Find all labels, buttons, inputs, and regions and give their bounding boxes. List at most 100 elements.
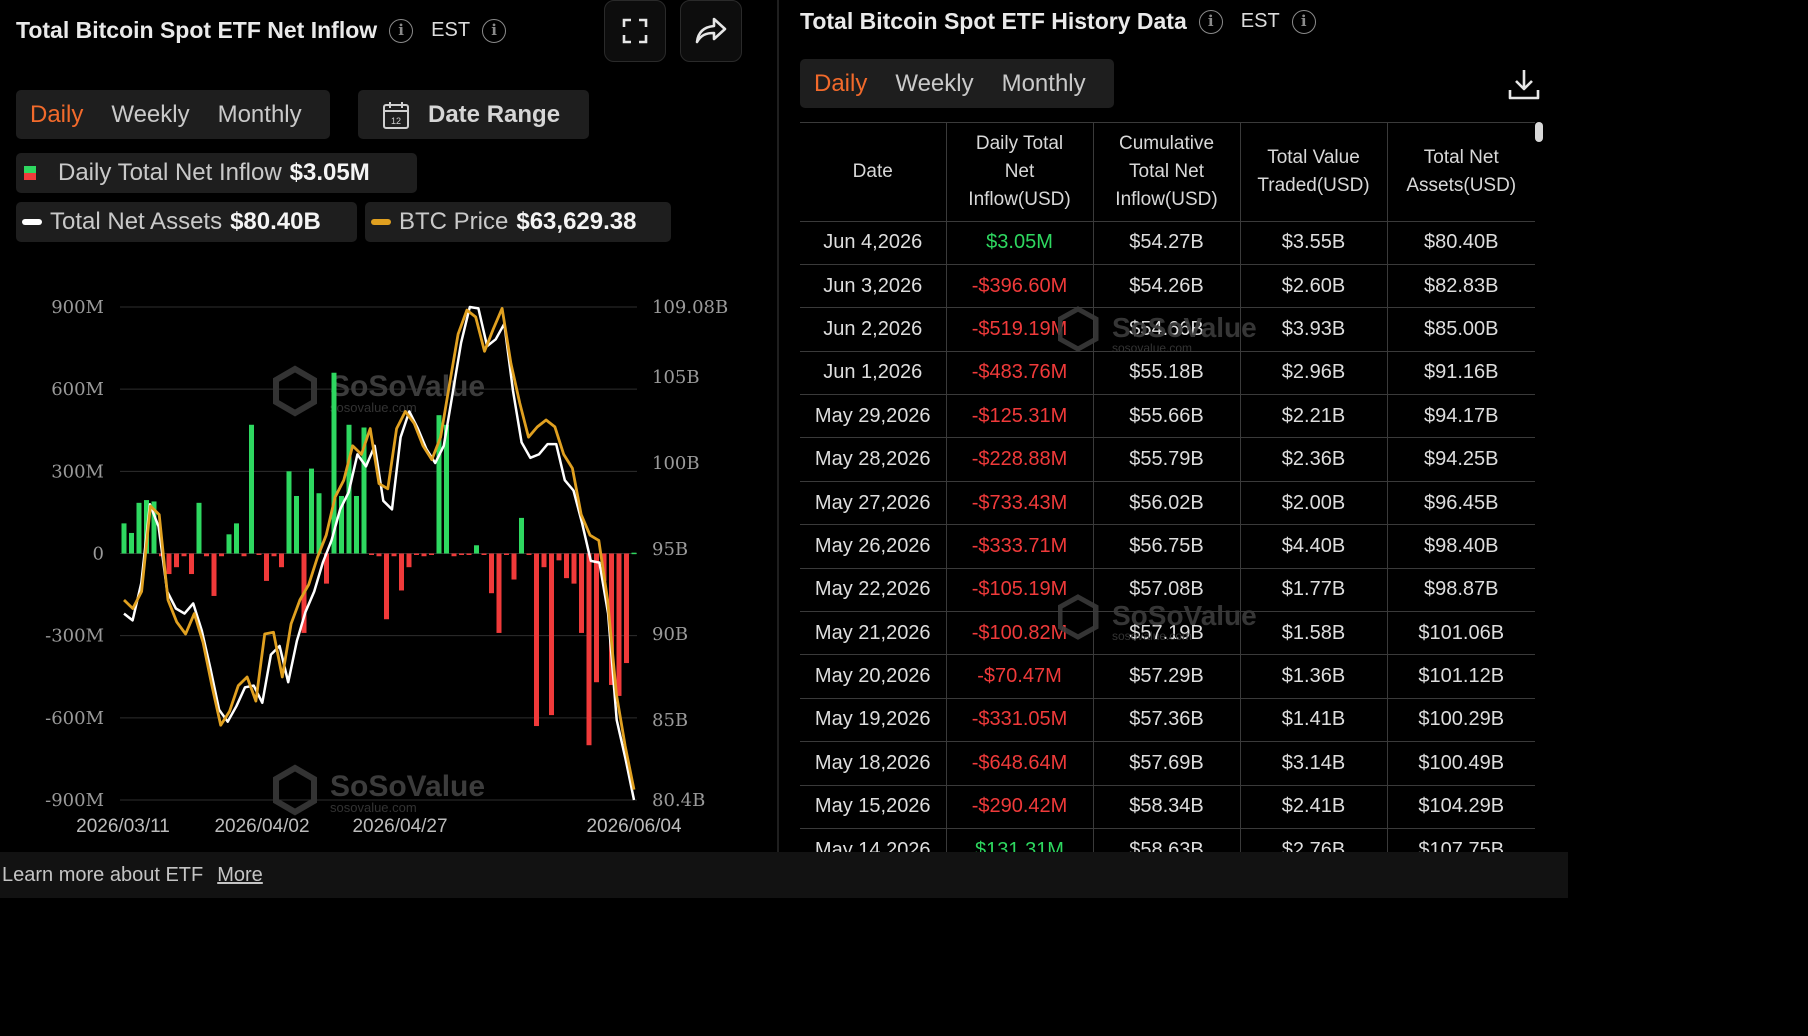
legend-btc[interactable]: BTC Price $63,629.38 <box>365 202 671 242</box>
share-button[interactable] <box>680 0 742 62</box>
y-left-tick-label: 0 <box>93 544 104 565</box>
inflow-cell: -$70.47M <box>946 654 1094 699</box>
footer-text: Learn more about ETF <box>2 863 204 886</box>
inflow-bar <box>631 552 637 555</box>
legend-inflow-value: $3.05M <box>289 159 370 186</box>
inflow-cell: -$396.60M <box>946 264 1094 309</box>
legend-assets[interactable]: Total Net Assets $80.40B <box>16 202 357 242</box>
inflow-bar <box>226 534 232 554</box>
scrollbar-thumb[interactable] <box>1535 122 1543 142</box>
inflow-cell: -$333.71M <box>946 524 1094 569</box>
column-header: Daily Total Net Inflow(USD) <box>946 123 1094 222</box>
inflow-cell: $3.05M <box>946 221 1094 265</box>
info-icon[interactable]: i <box>1198 9 1223 34</box>
left-period-tabs: Daily Weekly Monthly <box>16 90 330 139</box>
table-row[interactable]: May 29,2026 -$125.31M $55.66B $2.21B $94.17B <box>800 394 1535 439</box>
inflow-bar <box>481 553 487 555</box>
panel-divider <box>777 0 779 852</box>
traded-cell: $2.36B <box>1240 437 1388 482</box>
table-row[interactable]: Jun 4,2026 $3.05M $54.27B $3.55B $80.40B <box>800 221 1535 265</box>
table-row[interactable]: May 28,2026 -$228.88M $55.79B $2.36B $94.25B <box>800 437 1535 482</box>
table-row[interactable]: Jun 1,2026 -$483.76M $55.18B $2.96B $91.16B <box>800 351 1535 396</box>
assets-swatch-icon <box>22 219 42 225</box>
table-row[interactable]: May 15,2026 -$290.42M $58.34B $2.41B $104.29… <box>800 785 1535 829</box>
inflow-cell: -$125.31M <box>946 394 1094 439</box>
watermark-brand: SoSoValue <box>1112 312 1257 343</box>
tab-monthly[interactable]: Monthly <box>217 100 302 128</box>
inflow-bar <box>361 427 367 554</box>
cumulative-cell: $55.18B <box>1093 351 1241 396</box>
inflow-bar <box>174 553 179 568</box>
table-scrollbar[interactable] <box>1535 122 1545 852</box>
assets-line <box>123 305 636 801</box>
inflow-bar <box>466 553 472 555</box>
inflow-bar <box>474 545 479 554</box>
date-cell: May 14,2026 <box>800 828 947 852</box>
tab-monthly[interactable]: Monthly <box>1001 69 1086 97</box>
y-left-tick-label: -300M <box>45 626 104 647</box>
table-row[interactable]: May 21,2026 -$100.82M $57.19B $1.58B $101.06… <box>800 611 1535 656</box>
download-button[interactable] <box>1506 66 1542 107</box>
table-row[interactable]: May 26,2026 -$333.71M $56.75B $4.40B $98.40B <box>800 524 1535 569</box>
inflow-bar <box>151 501 157 554</box>
table-row[interactable]: May 22,2026 -$105.19M $57.08B $1.77B $98.87B <box>800 568 1535 613</box>
legend-btc-label: BTC Price <box>399 208 509 235</box>
date-range-button[interactable]: 12 Date Range <box>358 90 589 139</box>
download-icon <box>1508 70 1540 100</box>
tab-daily[interactable]: Daily <box>814 69 868 97</box>
table-row[interactable]: May 14,2026 $131.31M $58.63B $2.76B $107.75B <box>800 828 1535 852</box>
cumulative-cell: $55.79B <box>1093 437 1241 482</box>
inflow-bar <box>429 553 434 555</box>
more-link[interactable]: More <box>217 863 263 886</box>
date-cell: May 29,2026 <box>800 394 947 439</box>
footer-bar: Learn more about ETF More <box>0 852 1568 898</box>
assets-cell: $107.75B <box>1387 828 1535 852</box>
legend-btc-value: $63,629.38 <box>516 208 637 235</box>
inflow-cell: -$648.64M <box>946 741 1094 786</box>
watermark-url: sosovalue.com <box>1112 629 1192 643</box>
table-row[interactable]: Jun 3,2026 -$396.60M $54.26B $2.60B $82.83B <box>800 264 1535 309</box>
table-row[interactable]: May 27,2026 -$733.43M $56.02B $2.00B $96.45B <box>800 481 1535 526</box>
inflow-cell: -$483.76M <box>946 351 1094 396</box>
cumulative-cell: $56.75B <box>1093 524 1241 569</box>
inflow-bar <box>384 553 389 620</box>
inflow-bar <box>376 553 382 557</box>
traded-cell: $2.60B <box>1240 264 1388 309</box>
timezone-info-icon[interactable]: i <box>482 18 507 43</box>
cumulative-cell: $57.29B <box>1093 654 1241 699</box>
legend-inflow-label: Daily Total Net Inflow <box>58 159 282 186</box>
y-right-tick-label: 100B <box>652 453 700 474</box>
inflow-chart[interactable]: SoSoValue sosovalue.com SoSoValue sosova… <box>0 280 777 852</box>
cumulative-cell: $57.36B <box>1093 698 1241 743</box>
timezone-info-icon[interactable]: i <box>1291 9 1316 34</box>
tab-weekly[interactable]: Weekly <box>111 100 190 128</box>
timezone-label: EST <box>431 19 471 41</box>
legend-inflow[interactable]: Daily Total Net Inflow $3.05M <box>16 153 417 193</box>
inflow-bar <box>444 424 449 554</box>
date-cell: May 21,2026 <box>800 611 947 656</box>
inflow-bar <box>519 517 524 554</box>
traded-cell: $2.76B <box>1240 828 1388 852</box>
cumulative-cell: $57.69B <box>1093 741 1241 786</box>
fullscreen-button[interactable] <box>604 0 666 62</box>
inflow-bar <box>189 553 194 575</box>
y-right-tick-label: 85B <box>652 710 688 731</box>
traded-cell: $2.96B <box>1240 351 1388 396</box>
inflow-bar <box>271 553 277 557</box>
tab-daily[interactable]: Daily <box>30 100 84 128</box>
history-table-container[interactable]: Date Daily Total Net Inflow(USD) Cumulative T… <box>800 122 1535 852</box>
cumulative-cell: $55.66B <box>1093 394 1241 439</box>
column-header: Total Net Assets(USD) <box>1387 123 1535 222</box>
inflow-bar <box>196 502 202 554</box>
table-header-row: Date Daily Total Net Inflow(USD) Cumulative T… <box>800 123 1535 222</box>
tab-weekly[interactable]: Weekly <box>895 69 974 97</box>
table-row[interactable]: May 20,2026 -$70.47M $57.29B $1.36B $101.12B <box>800 654 1535 699</box>
inflow-bar <box>406 553 412 568</box>
table-row[interactable]: May 18,2026 -$648.64M $57.69B $3.14B $100.49… <box>800 741 1535 786</box>
info-icon[interactable]: i <box>389 18 414 43</box>
left-header: Total Bitcoin Spot ETF Net Inflow i EST … <box>16 17 507 44</box>
inflow-bar <box>294 495 299 554</box>
inflow-bar <box>234 523 239 554</box>
table-row[interactable]: Jun 2,2026 -$519.19M $54.66B $3.93B $85.00B <box>800 307 1535 352</box>
table-row[interactable]: May 19,2026 -$331.05M $57.36B $1.41B $100.29… <box>800 698 1535 743</box>
